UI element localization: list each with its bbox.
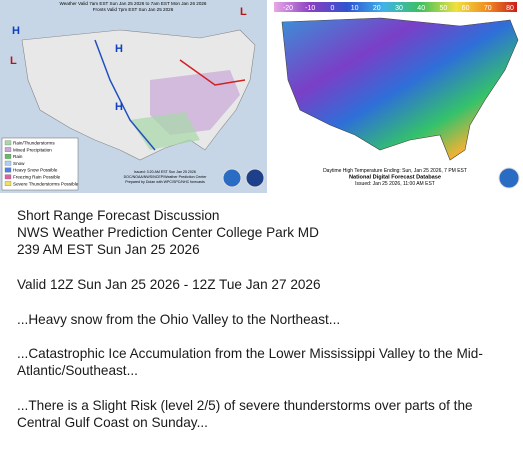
pressure-high: H [12, 25, 20, 37]
map-header: Fronts Valid 7pm EST Sun Jan 25 2026 [93, 7, 174, 12]
heading-line: 239 AM EST Sun Jan 25 2026 [17, 242, 200, 258]
scale-label: -20 [283, 5, 293, 12]
legend-label: Severe Thunderstorms Possible [13, 181, 79, 186]
credit-line: DOC/NOAA/NWS/NCEP/Weather Prediction Cen… [124, 175, 208, 179]
scale-label: 20 [373, 5, 381, 12]
warm-front [179, 59, 246, 86]
scale-label: 30 [395, 5, 403, 12]
pressure-low: L [10, 55, 17, 67]
legend-swatch [4, 140, 12, 146]
heading-line: Short Range Forecast Discussion [17, 208, 220, 223]
scale-label: -10 [305, 5, 315, 12]
pressure-high: H [115, 101, 123, 113]
legend-swatch [4, 167, 12, 173]
paragraph: ...Heavy snow from the Ohio Valley to th… [17, 311, 341, 327]
scale-label: 40 [417, 5, 425, 12]
legend-label: Freezing Rain Possible [13, 175, 61, 180]
credit-line: Prepared by Dolan with WPC/SPC/NHC forec… [125, 180, 205, 184]
temperature-map [281, 17, 519, 161]
legend-swatch [4, 154, 12, 159]
pressure-low: L [240, 6, 247, 18]
legend-label: Rain [13, 154, 23, 159]
legend-label: Rain/Thunderstorms [13, 141, 55, 146]
noaa-logo [222, 168, 242, 188]
scale-label: 60 [462, 5, 470, 12]
nws-logo [498, 167, 520, 189]
valid-period: Valid 12Z Sun Jan 25 2026 - 12Z Tue Jan … [17, 277, 321, 292]
caption-line: Issued: Jan 25 2026, 11:00 AM EST [355, 181, 435, 187]
legend-label: Mixed Precipitation [13, 147, 52, 152]
legend-box [1, 137, 79, 191]
map-caption: Daytime High Temperature Ending: Sun, Ja… [323, 168, 467, 187]
legend-swatch [4, 181, 12, 186]
caption-line: Daytime High Temperature Ending: Sun, Ja… [323, 168, 467, 174]
credits: Issued: 3:20 AM EST Sun Jan 25 2026DOC/N… [124, 170, 208, 184]
legend-swatch [4, 174, 12, 180]
pressure-high: H [115, 43, 123, 55]
scale-label: 10 [351, 5, 359, 12]
paragraph: ...Catastrophic Ice Accumulation from th… [17, 346, 483, 379]
heading-line: NWS Weather Prediction Center College Pa… [17, 225, 319, 241]
map-images: Weather Valid 7am EST Sun Jan 25 2026 to… [0, 0, 523, 193]
heading: Short Range Forecast Discussion NWS Weath… [17, 207, 517, 259]
nws-logo [245, 168, 265, 188]
scale-label: 70 [484, 5, 492, 12]
cold-front [94, 39, 156, 151]
temperature-scale [274, 2, 517, 12]
scale-label: 50 [440, 5, 448, 12]
caption-line: National Digital Forecast Database [349, 175, 441, 181]
scale-labels: -20 -10 0 10 20 30 40 50 60 70 80 [283, 5, 514, 12]
legend-label: Heavy Snow Possible [13, 168, 58, 173]
forecast-discussion: Short Range Forecast Discussion NWS Weath… [17, 207, 517, 449]
legend-swatch [4, 147, 12, 152]
legend-label: Snow [13, 161, 25, 166]
map-header: Weather Valid 7am EST Sun Jan 25 2026 to… [59, 1, 206, 6]
scale-label: 0 [330, 5, 334, 12]
paragraph: ...There is a Slight Risk (level 2/5) of… [17, 397, 473, 431]
credit-line: Issued: 3:20 AM EST Sun Jan 25 2026 [134, 170, 196, 174]
legend-swatch [4, 160, 12, 166]
scale-label: 80 [506, 5, 514, 12]
